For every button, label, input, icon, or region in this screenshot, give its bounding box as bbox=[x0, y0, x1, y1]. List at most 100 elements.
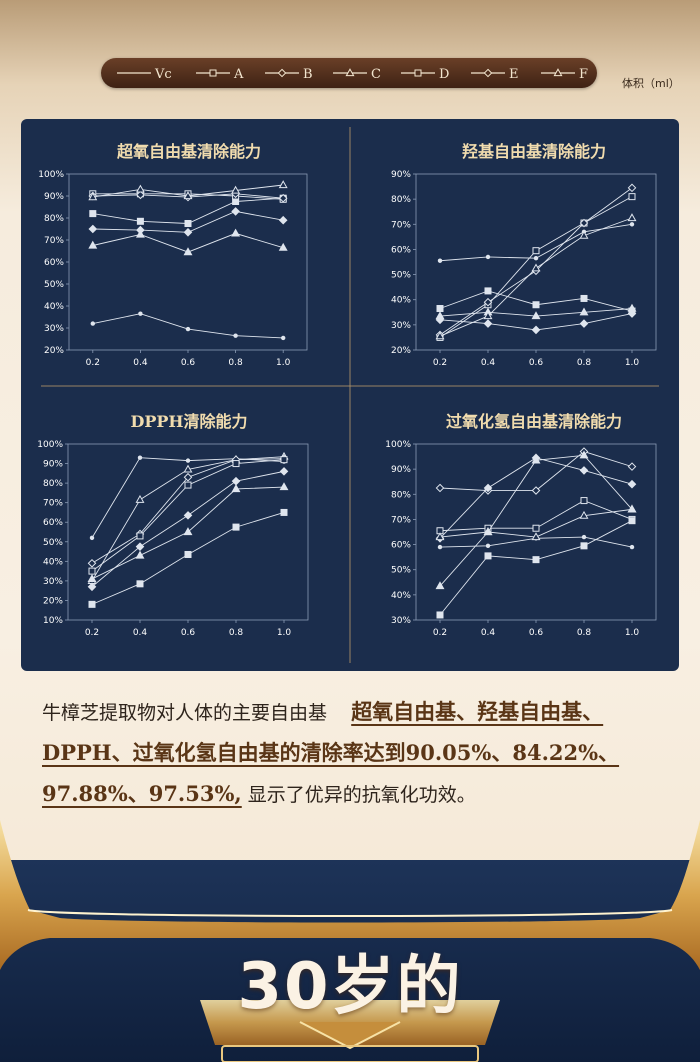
data-point bbox=[579, 319, 589, 328]
data-point bbox=[579, 218, 589, 228]
y-tick-label: 60% bbox=[44, 258, 64, 268]
data-point bbox=[135, 550, 145, 559]
legend-item-B: B bbox=[265, 67, 313, 82]
chart-title: 过氧化氢自由基清除能力 bbox=[446, 412, 622, 431]
x-tick-label: 0.6 bbox=[181, 628, 196, 638]
series-line bbox=[92, 313, 284, 339]
chart-3: DPPH清除能力 10% 20% 30% 40% 50% 60% 70% 80% 90% 100% 0… bbox=[37, 412, 309, 638]
data-point bbox=[88, 240, 98, 249]
data-point bbox=[483, 527, 493, 536]
y-tick-label: 30% bbox=[391, 321, 411, 331]
volume-unit-label: 体积（ml） bbox=[622, 77, 680, 90]
data-point bbox=[233, 333, 238, 338]
chart-title: DPPH清除能力 bbox=[130, 412, 247, 431]
data-point bbox=[533, 256, 539, 261]
legend-label: F bbox=[579, 67, 588, 82]
legend-label: B bbox=[303, 67, 313, 82]
data-point bbox=[280, 508, 288, 516]
data-point bbox=[627, 479, 637, 489]
series-line bbox=[439, 454, 633, 587]
data-point bbox=[135, 184, 145, 193]
legend-label: Vc bbox=[154, 67, 172, 82]
data-point bbox=[183, 527, 193, 536]
data-point bbox=[627, 303, 637, 312]
data-point bbox=[437, 258, 443, 263]
chart-title: 羟基自由基清除能力 bbox=[462, 142, 606, 161]
data-point bbox=[579, 307, 589, 316]
data-point bbox=[136, 225, 145, 235]
data-point bbox=[485, 254, 491, 260]
legend-item-E: E bbox=[471, 67, 519, 82]
y-tick-label: 60% bbox=[391, 245, 411, 255]
data-point bbox=[627, 309, 637, 318]
series-7 bbox=[88, 508, 288, 608]
y-tick-label: 70% bbox=[391, 515, 411, 525]
data-point bbox=[88, 224, 98, 234]
data-point bbox=[532, 301, 540, 309]
legend-marker bbox=[483, 68, 493, 78]
data-point bbox=[232, 523, 240, 531]
data-point bbox=[281, 335, 286, 341]
data-point bbox=[232, 460, 240, 468]
data-point bbox=[484, 552, 492, 560]
series-3 bbox=[88, 207, 288, 237]
summary-text: 牛樟芝提取物对人体的主要自由基 超氧自由基、羟基自由基、DPPH、过氧化氢自由基… bbox=[42, 692, 664, 815]
data-point bbox=[278, 180, 288, 189]
data-point bbox=[532, 556, 540, 564]
x-tick-label: 0.6 bbox=[529, 628, 544, 638]
bottom-decoration bbox=[0, 820, 700, 1062]
chart-panel: 超氧自由基清除能力 20% 30% 40% 50% 60% 70% 80% 90% 100% 0.2… bbox=[21, 119, 679, 671]
data-point bbox=[231, 228, 241, 237]
gold-frame-highlight bbox=[27, 909, 673, 917]
series-6 bbox=[435, 450, 637, 590]
legend-item-F: F bbox=[541, 67, 588, 82]
x-tick-label: 0.6 bbox=[181, 358, 196, 368]
data-point bbox=[483, 311, 493, 320]
data-point bbox=[435, 483, 445, 493]
data-point bbox=[627, 462, 637, 471]
legend-marker bbox=[345, 68, 355, 77]
chart-4: 过氧化氢自由基清除能力 30% 40% 50% 60% 70% 80% 90% 100% 0.2 0… bbox=[385, 412, 657, 638]
data-point bbox=[87, 582, 97, 592]
data-point bbox=[435, 532, 445, 541]
data-point bbox=[628, 517, 636, 525]
y-tick-label: 50% bbox=[391, 271, 411, 281]
data-point bbox=[531, 486, 541, 495]
data-point bbox=[136, 217, 144, 225]
charts-grid: 超氧自由基清除能力 20% 30% 40% 50% 60% 70% 80% 90% 100% 0.2… bbox=[37, 127, 659, 663]
data-point bbox=[629, 544, 635, 550]
x-tick-label: 1.0 bbox=[625, 628, 640, 638]
summary-highlight: 超氧自由基、羟基自由基、DPPH、过氧化氢自由基的清除率达到90.05%、84.… bbox=[42, 699, 620, 806]
data-point bbox=[628, 193, 636, 201]
data-point bbox=[184, 220, 192, 227]
data-point bbox=[185, 326, 191, 332]
x-tick-label: 0.2 bbox=[433, 628, 447, 638]
series-line bbox=[92, 197, 284, 224]
series-2 bbox=[88, 228, 288, 256]
y-tick-label: 50% bbox=[44, 280, 64, 290]
y-tick-label: 40% bbox=[391, 296, 411, 306]
legend-item-A: A bbox=[196, 67, 244, 82]
y-tick-label: 50% bbox=[43, 538, 63, 548]
x-tick-label: 0.2 bbox=[85, 628, 99, 638]
series-7 bbox=[435, 213, 637, 340]
data-point bbox=[89, 210, 97, 218]
data-point bbox=[279, 467, 289, 476]
data-point bbox=[483, 483, 493, 493]
gold-frame bbox=[0, 820, 700, 970]
data-point bbox=[579, 510, 589, 519]
data-point bbox=[280, 456, 288, 464]
data-point bbox=[136, 190, 145, 200]
legend-label: C bbox=[371, 67, 381, 82]
x-tick-label: 0.8 bbox=[577, 358, 592, 368]
series-line bbox=[439, 223, 633, 262]
series-2 bbox=[436, 287, 636, 315]
legend-item-Vc: Vc bbox=[117, 67, 172, 82]
y-tick-label: 20% bbox=[391, 346, 411, 356]
data-point bbox=[531, 532, 541, 541]
data-point bbox=[627, 213, 637, 222]
data-point bbox=[435, 311, 445, 320]
y-tick-label: 70% bbox=[44, 236, 64, 246]
data-point bbox=[279, 482, 289, 491]
data-point bbox=[138, 311, 143, 316]
